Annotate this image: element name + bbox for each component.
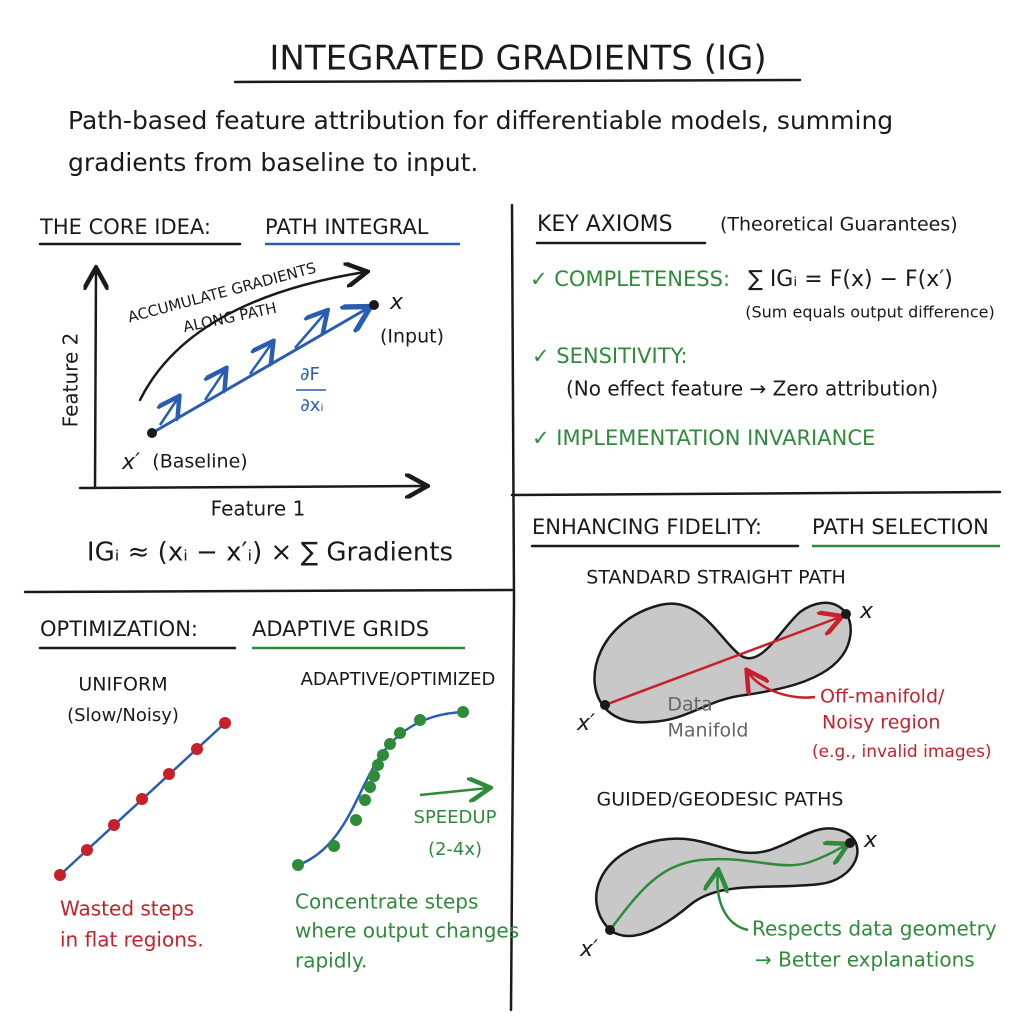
axis-label: Feature 2 — [59, 333, 83, 428]
heading-note: (Theoretical Guarantees) — [720, 214, 958, 236]
adaptive-steps — [292, 706, 469, 871]
title: INTEGRATED GRADIENTS (IG) — [269, 39, 766, 79]
divider — [509, 203, 516, 1012]
label: GUIDED/GEODESIC PATHS — [597, 789, 844, 811]
axiom-label: ✓ SENSITIVITY: — [532, 344, 688, 368]
caption: → Better explanations — [755, 948, 975, 972]
x-axis — [78, 486, 425, 488]
speedup-value: (2-4x) — [428, 839, 482, 860]
speedup-label: SPEEDUP — [414, 807, 497, 828]
section-heading-accent: PATH SELECTION — [812, 515, 989, 539]
manifold — [593, 601, 852, 724]
accumulate-arrow — [138, 272, 365, 402]
axiom-label: ✓ IMPLEMENTATION INVARIANCE — [532, 426, 875, 450]
label: STANDARD STRAIGHT PATH — [586, 567, 846, 589]
warning: Off-manifold/ — [820, 686, 945, 708]
geodesic-path — [609, 845, 846, 931]
baseline-point — [600, 700, 610, 710]
axiom-note: (Sum equals output difference) — [745, 303, 994, 322]
section-heading-accent: ADAPTIVE GRIDS — [252, 617, 429, 641]
title-underline — [233, 78, 802, 84]
symbol: x — [859, 599, 874, 624]
uniform-steps — [54, 717, 231, 881]
warning: (e.g., invalid images) — [812, 742, 992, 762]
caption: where output changes — [295, 919, 519, 943]
gradient-arrows — [160, 312, 326, 426]
caption: rapidly. — [295, 949, 367, 973]
section-heading-accent: PATH INTEGRAL — [265, 215, 429, 239]
subtitle: Path-based feature attribution for diffe… — [68, 106, 893, 135]
manifold-label: Manifold — [667, 720, 748, 742]
label: (Slow/Noisy) — [67, 705, 179, 726]
section-heading: ENHANCING FIDELITY: — [532, 515, 762, 539]
section-heading: OPTIMIZATION: — [40, 617, 198, 641]
input-point — [369, 300, 379, 310]
formula: IGᵢ ≈ (xᵢ − x′ᵢ) × ∑ Gradients — [87, 538, 453, 568]
symbol: x′ — [121, 450, 140, 475]
symbol: x — [863, 828, 878, 853]
speedup-arrow — [419, 788, 488, 795]
caption: Wasted steps — [60, 897, 194, 921]
label: UNIFORM — [78, 674, 167, 696]
axiom-label: ✓ COMPLETENESS: — [530, 267, 730, 291]
subtitle: gradients from baseline to input. — [68, 148, 478, 177]
input-point — [845, 838, 855, 848]
caption: Concentrate steps — [295, 890, 478, 914]
baseline-point — [147, 428, 157, 438]
section-heading: THE CORE IDEA: — [39, 215, 211, 239]
label: (Input) — [380, 326, 444, 348]
warning: Noisy region — [822, 712, 940, 734]
caption: Respects data geometry — [752, 917, 997, 941]
section-heading: KEY AXIOMS — [537, 212, 673, 237]
axiom-note: (No effect feature → Zero attribution) — [566, 377, 938, 401]
baseline-point — [605, 925, 615, 935]
warning-arrow — [748, 672, 816, 699]
path-line — [151, 308, 368, 435]
input-point — [841, 609, 851, 619]
label: ADAPTIVE/OPTIMIZED — [301, 669, 496, 690]
axis-label: Feature 1 — [211, 497, 306, 521]
caption-arrow — [717, 872, 749, 932]
axiom-formula: ∑ IGᵢ = F(x) − F(x′) — [748, 267, 953, 292]
symbol: x′ — [579, 937, 598, 962]
divider — [23, 588, 514, 594]
straight-path — [604, 617, 840, 707]
label: (Baseline) — [152, 451, 247, 473]
symbol: x′ — [576, 711, 595, 736]
y-axis — [95, 270, 96, 490]
gradient-label: ∂F — [300, 364, 320, 385]
symbol: x — [389, 290, 404, 315]
manifold-label: Data — [667, 694, 712, 716]
gradient-label: ∂xᵢ — [300, 395, 323, 416]
caption: in flat regions. — [60, 928, 204, 952]
divider — [510, 490, 1002, 497]
